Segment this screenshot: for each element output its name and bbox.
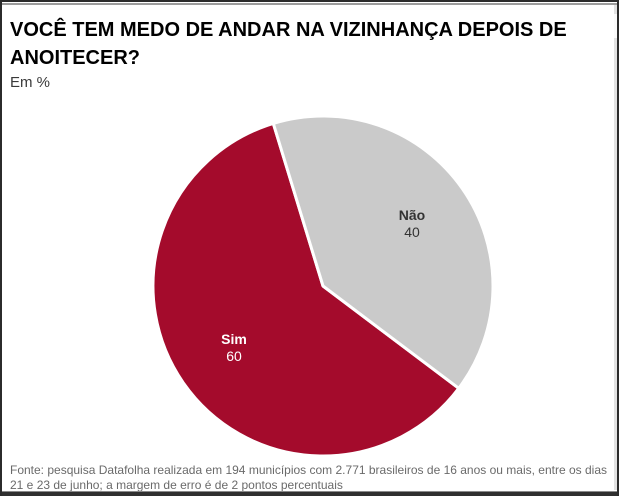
chart-title: VOCÊ TEM MEDO DE ANDAR NA VIZINHANÇA DEP… (10, 19, 567, 69)
window-bottom-edge (2, 491, 617, 496)
pie-slice-nao (271, 114, 495, 390)
pie-chart-svg (151, 114, 495, 458)
top-divider-line (2, 3, 617, 5)
source-note: Fonte: pesquisa Datafolha realizada em 1… (10, 463, 608, 492)
vertical-scrollbar-track[interactable] (614, 5, 617, 490)
pie-slice-sim (151, 121, 461, 458)
vertical-scrollbar-thumb[interactable] (614, 14, 617, 38)
pie-chart: Sim 60 Não 40 (145, 108, 501, 464)
chart-subtitle: Em % (10, 74, 51, 91)
